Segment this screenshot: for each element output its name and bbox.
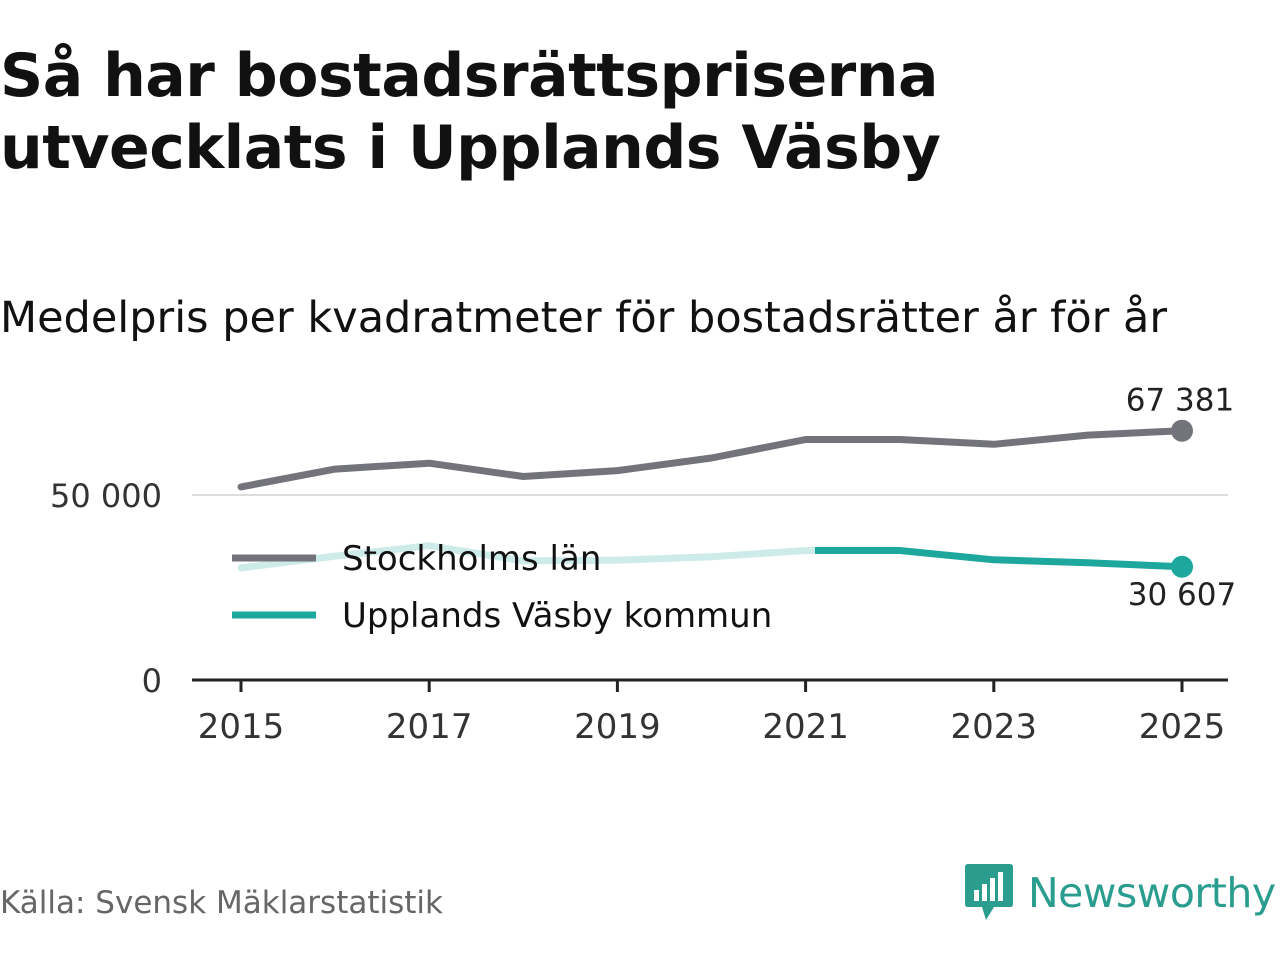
series-line-stockholms-lan [237, 427, 1186, 491]
end-point-stockholms-lan [1171, 419, 1193, 442]
label-layer: 67 381 30 607 [1126, 383, 1236, 613]
end-label-stockholms-lan: 67 381 [1126, 383, 1234, 419]
x-tick-label: 2021 [762, 707, 849, 747]
series-layer [237, 419, 1193, 578]
brand-logo: Newsworthy [964, 862, 1276, 924]
series-line-upplands-vasby-faded [237, 542, 819, 572]
newsworthy-logo-icon [965, 864, 1013, 920]
end-label-upplands-vasby: 30 607 [1128, 577, 1236, 613]
axis-layer: 0 50 000 2015 2017 2019 2021 2023 2025 [50, 477, 1228, 747]
legend-label-stockholms-lan: Stockholms län [342, 539, 601, 579]
line-chart: 0 50 000 2015 2017 2019 2021 2023 2025 67 381 30… [50, 383, 1236, 747]
x-tick-label: 2019 [574, 707, 661, 747]
y-tick-label: 0 [142, 662, 162, 700]
legend-label-upplands-vasby: Upplands Väsby kommun [342, 596, 772, 636]
y-tick-label: 50 000 [50, 477, 162, 515]
chart-title: Så har bostadsrättspriserna utvecklats i… [0, 41, 941, 183]
chart-subtitle: Medelpris per kvadratmeter för bostadsrä… [0, 293, 1168, 343]
brand-name: Newsworthy [1028, 869, 1276, 917]
end-point-upplands-vasby [1171, 555, 1193, 578]
x-tick-label: 2025 [1139, 707, 1226, 747]
legend: Stockholms län Upplands Väsby kommun [232, 539, 772, 636]
x-tick-label: 2023 [951, 707, 1038, 747]
x-tick-label: 2017 [386, 707, 473, 747]
series-line-upplands-vasby [815, 547, 1183, 571]
source-note: Källa: Svensk Mäklarstatistik [0, 885, 443, 921]
x-tick-label: 2015 [198, 707, 285, 747]
